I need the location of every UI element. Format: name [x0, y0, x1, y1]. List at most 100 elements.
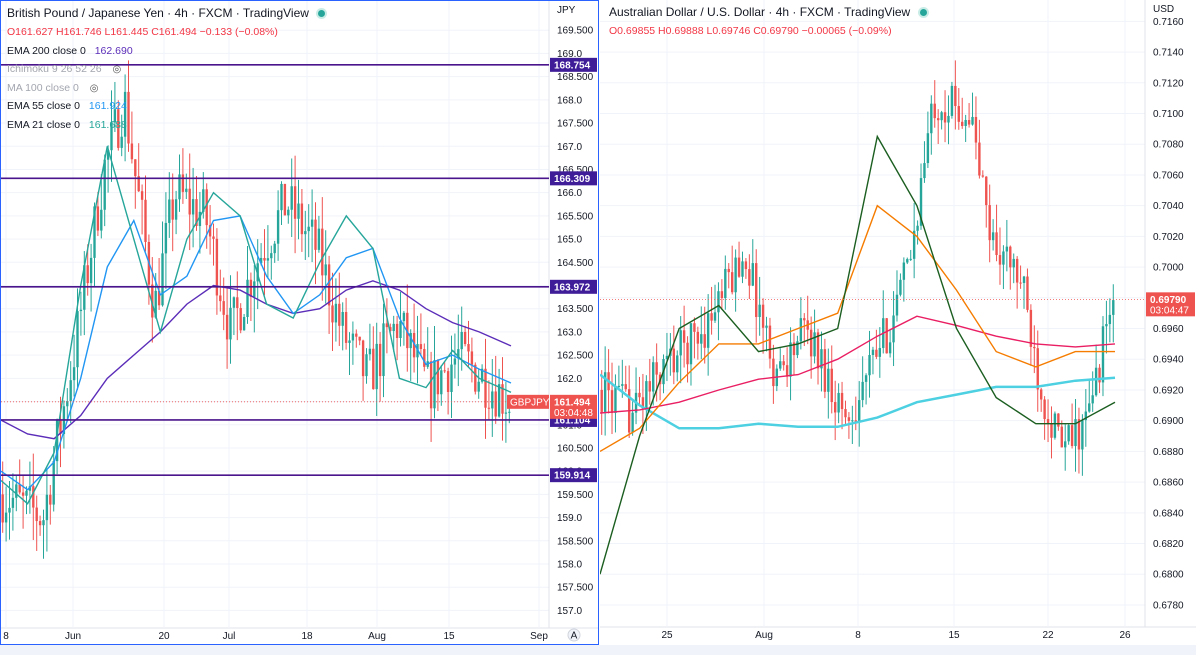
candle-body: [477, 381, 480, 392]
candle-body: [926, 133, 930, 164]
candle-body: [1067, 425, 1070, 442]
candle-body: [1036, 348, 1039, 390]
indicator-value: 162.690: [94, 44, 133, 57]
level-price-tag: [550, 468, 597, 483]
candle-body: [110, 122, 113, 151]
candle-body: [1077, 419, 1081, 450]
candle-body: [140, 191, 144, 200]
candle-body: [1105, 324, 1108, 327]
y-tick-label: 0.6900: [1153, 416, 1184, 427]
candle-body: [440, 370, 443, 395]
candle-body: [232, 297, 236, 308]
candle-body: [696, 331, 700, 344]
indicator-label: EMA 21 close 0: [7, 118, 80, 131]
y-tick-label: 0.6840: [1153, 508, 1184, 519]
indicator-ema55[interactable]: EMA 55 close 0 161.924: [7, 97, 325, 116]
candle-body: [460, 331, 463, 350]
indicator-ichimoku[interactable]: Ichimoku 9 26 52 26 ◎: [7, 60, 325, 79]
candle-body: [765, 325, 768, 328]
gbpjpy-title-row: British Pound / Japanese Yen · 4h · FXCM…: [7, 3, 326, 23]
gbpjpy-chart-pane[interactable]: 157.0 157.500 158.0 158.500 159.0 159.500 160.…: [0, 0, 599, 645]
symbol-tag-bg: [507, 394, 549, 409]
hidden-eye-icon[interactable]: ◎: [112, 64, 122, 75]
candle-body: [614, 386, 617, 414]
candle-body: [803, 318, 806, 321]
candle-body: [28, 486, 32, 491]
candle-body: [310, 219, 314, 227]
candle-body: [985, 176, 988, 206]
candle-body: [106, 150, 110, 160]
audusd-title: Australian Dollar / U.S. Dollar · 4h · F…: [609, 5, 911, 19]
candle-body: [389, 327, 392, 331]
x-tick-label: 8: [855, 630, 861, 641]
candle-body: [940, 112, 943, 121]
level-price-label: 166.309: [554, 174, 591, 185]
candle-body: [1050, 423, 1053, 438]
candle-body: [713, 312, 717, 321]
candle-body: [878, 347, 882, 357]
candle-body: [868, 355, 871, 376]
candle-body: [796, 341, 799, 356]
indicator-line: [600, 315, 1116, 414]
auto-scale-label: A: [571, 631, 578, 642]
candle-body: [895, 294, 899, 316]
indicator-ema200[interactable]: EMA 200 close 0 162.690: [7, 42, 325, 61]
candle-body: [25, 490, 28, 496]
candle-body: [964, 120, 967, 127]
x-tick-label: Sep: [530, 631, 548, 642]
x-tick-label: 26: [1119, 630, 1131, 641]
candle-body: [847, 417, 851, 421]
x-tick-label: Jun: [65, 631, 81, 642]
y-tick-label: 162.500: [557, 351, 594, 362]
candle-body: [280, 183, 283, 211]
candle-body: [154, 290, 157, 318]
candle-body: [341, 311, 344, 326]
candle-body: [858, 400, 861, 423]
indicator-ema21[interactable]: EMA 21 close 0 161.688: [7, 116, 325, 135]
indicator-label: Ichimoku 9 26 52 26: [7, 63, 102, 75]
x-tick-label: 22: [1042, 630, 1054, 641]
x-tick-label: Aug: [755, 630, 773, 641]
indicator-ma100[interactable]: MA 100 close 0 ◎: [7, 79, 325, 98]
x-tick-label: 15: [948, 630, 960, 641]
candle-body: [981, 175, 985, 177]
y-tick-label: 0.6880: [1153, 447, 1184, 458]
y-tick-label: 0.7000: [1153, 263, 1184, 274]
bottom-toolbar-strip: [0, 645, 1196, 655]
candle-body: [419, 344, 423, 350]
y-tick-label: 167.500: [557, 119, 594, 130]
gbpjpy-chart[interactable]: 157.0 157.500 158.0 158.500 159.0 159.500 160.…: [1, 1, 600, 646]
candle-body: [222, 301, 225, 315]
candle-body: [446, 371, 450, 392]
last-price-label: 161.494: [554, 397, 591, 408]
candle-body: [225, 314, 229, 340]
hidden-eye-icon[interactable]: ◎: [89, 82, 99, 94]
y-tick-label: 167.0: [557, 142, 582, 153]
candle-body: [382, 323, 385, 377]
candle-body: [161, 253, 164, 306]
candle-body: [355, 333, 358, 337]
candle-body: [693, 323, 696, 332]
y-tick-label: 157.500: [557, 583, 594, 594]
candle-body: [727, 268, 730, 273]
audusd-chart-pane[interactable]: 0.6780 0.6800 0.6820 0.6840 0.6860 0.6880 0.69…: [600, 0, 1196, 645]
candle-body: [655, 362, 658, 375]
candle-body: [1081, 420, 1084, 450]
candle-body: [307, 226, 310, 232]
candle-body: [1101, 326, 1105, 383]
candle-body: [317, 228, 321, 250]
candle-body: [331, 305, 334, 323]
candle-body: [1026, 276, 1029, 310]
y-tick-label: 0.7060: [1153, 170, 1184, 181]
indicator-value: 161.924: [88, 100, 127, 112]
candle-body: [412, 333, 416, 358]
candle-body: [682, 330, 686, 343]
candle-body: [1033, 346, 1036, 349]
candle-body: [236, 297, 239, 309]
audusd-ohlc: O0.69855 H0.69888 L0.69746 C0.69790 −0.0…: [609, 25, 892, 37]
candle-body: [59, 420, 62, 435]
audusd-chart[interactable]: 0.6780 0.6800 0.6820 0.6840 0.6860 0.6880 0.69…: [600, 0, 1196, 645]
candle-body: [950, 85, 954, 116]
candle-body: [494, 391, 497, 417]
candle-body: [864, 375, 868, 382]
